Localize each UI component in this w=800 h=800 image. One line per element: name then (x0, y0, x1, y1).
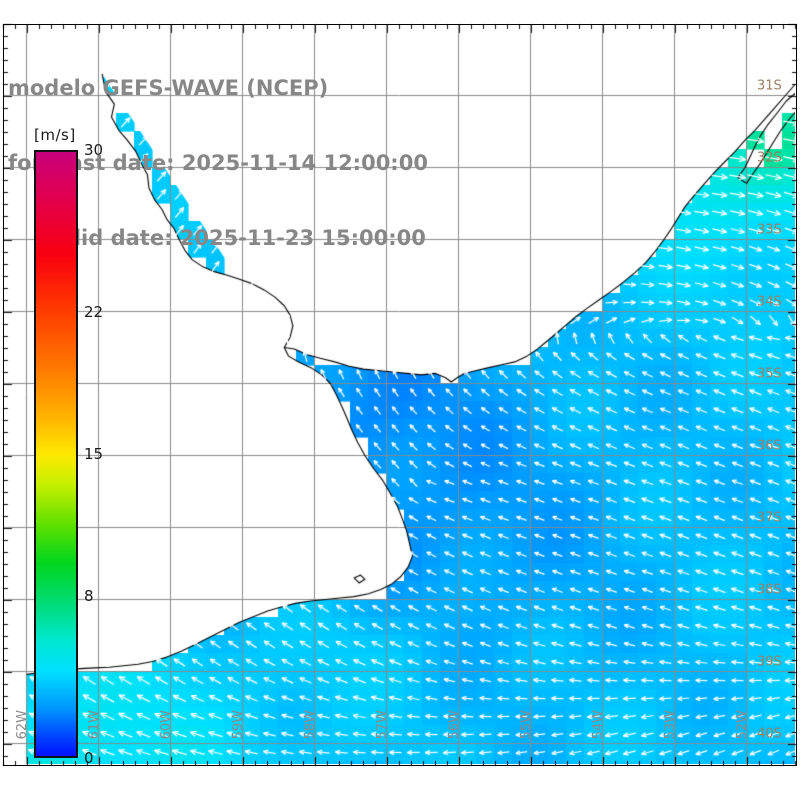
wind-field-canvas[interactable] (4, 25, 795, 764)
colorbar-tick-15: 15 (84, 445, 104, 463)
colorbar-tick-22: 22 (84, 303, 104, 322)
colorbar-tick-0: 0 (84, 749, 94, 767)
colorbar-tick-8: 8 (84, 586, 94, 605)
colorbar-tick-30: 30 (84, 141, 104, 159)
map-plot-frame[interactable] (3, 24, 797, 766)
colorbar-gradient (34, 150, 78, 758)
